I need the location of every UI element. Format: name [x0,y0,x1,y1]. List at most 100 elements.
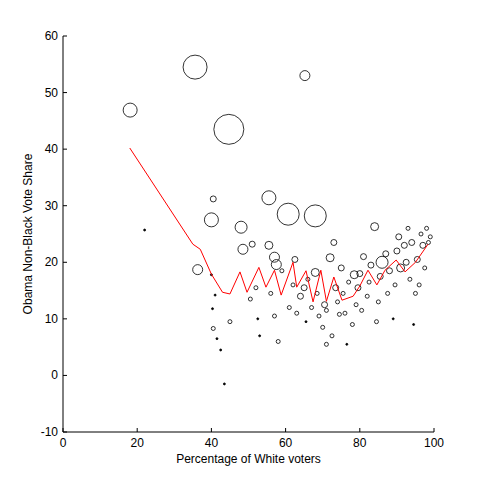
y-tick-label: 20 [45,255,59,269]
bubble [311,268,319,276]
bubble [365,294,369,298]
bubble [317,314,321,318]
bubble [350,323,354,327]
bubble [338,265,344,271]
bubble [295,311,299,315]
bubble [409,239,415,245]
bubble [297,293,303,299]
bubble [392,318,394,320]
bubble [322,302,328,308]
bubble [280,269,284,273]
background [0,0,480,480]
y-tick [63,36,67,37]
y-tick-label: 60 [45,29,59,43]
bubble [223,383,225,385]
bubble [210,196,216,202]
bubble [386,291,390,295]
y-tick [63,262,67,263]
bubble [393,283,397,287]
y-tick [63,318,67,319]
bubble [354,303,358,307]
bubble [324,308,328,312]
bubble [277,203,299,225]
bubble [394,248,400,254]
bubble [347,280,351,284]
y-tick [63,375,67,376]
bubble [269,252,279,262]
bubble [423,266,427,270]
bubble [343,311,347,315]
bubble [419,232,423,236]
y-tick [63,149,67,150]
bubble [324,342,328,346]
bubble [413,324,415,326]
bubble [367,280,371,284]
x-tick [211,428,212,432]
bubble [211,326,215,330]
bubble [228,320,232,324]
trend-line [130,148,428,302]
y-tick-label: 10 [45,312,59,326]
bubble [301,285,307,291]
bubble [420,242,426,248]
bubble [417,283,421,287]
bubble [383,251,389,257]
x-tick [359,428,360,432]
bubble [276,339,280,343]
bubble [357,271,363,277]
bubble [262,191,276,205]
x-tick-label: 0 [60,436,67,450]
y-tick [63,205,67,206]
bubble [272,314,276,318]
bubble [248,297,252,301]
bubble [292,256,298,262]
bubble [403,259,409,265]
bubble [368,262,374,268]
bubble [220,349,222,351]
bubble [374,320,378,324]
bubble [305,321,307,323]
bubble [291,283,295,287]
bubble [401,242,407,248]
chart: 020406080100-100102030405060Percentage o… [0,0,480,480]
bubble [361,254,367,260]
bubble [425,226,429,230]
bubble [271,260,281,270]
bubble [265,241,273,249]
plot-data [123,55,432,385]
x-tick-label: 100 [424,436,444,450]
bubble [360,308,364,312]
bubble [216,338,218,340]
bubble [214,294,216,296]
bubble [144,229,146,231]
bubble [321,325,325,329]
bubble [249,241,255,247]
bubble [337,312,341,316]
bubble [269,291,273,295]
bubble [257,318,259,320]
bubble [310,306,314,310]
bubble [235,221,247,233]
x-tick [285,428,286,432]
bubble [413,291,417,295]
bubble [123,103,137,117]
bubble [330,334,334,338]
x-axis-line [63,432,434,433]
bubble [183,55,207,79]
bubble [406,226,410,230]
bubble [304,205,326,227]
bubble [336,300,340,304]
y-tick-label: -10 [41,425,59,439]
y-tick-label: 50 [45,86,59,100]
y-tick-label: 0 [51,368,58,382]
bubble [300,71,310,81]
y-tick [63,432,67,433]
y-tick [63,92,67,93]
bubble [428,235,432,239]
bubble [287,306,291,310]
x-tick-label: 60 [279,436,293,450]
bubble [376,256,388,268]
x-tick [137,428,138,432]
y-axis-label: Obama Non-Black Vote Share [21,153,35,314]
x-tick-label: 40 [205,436,219,450]
